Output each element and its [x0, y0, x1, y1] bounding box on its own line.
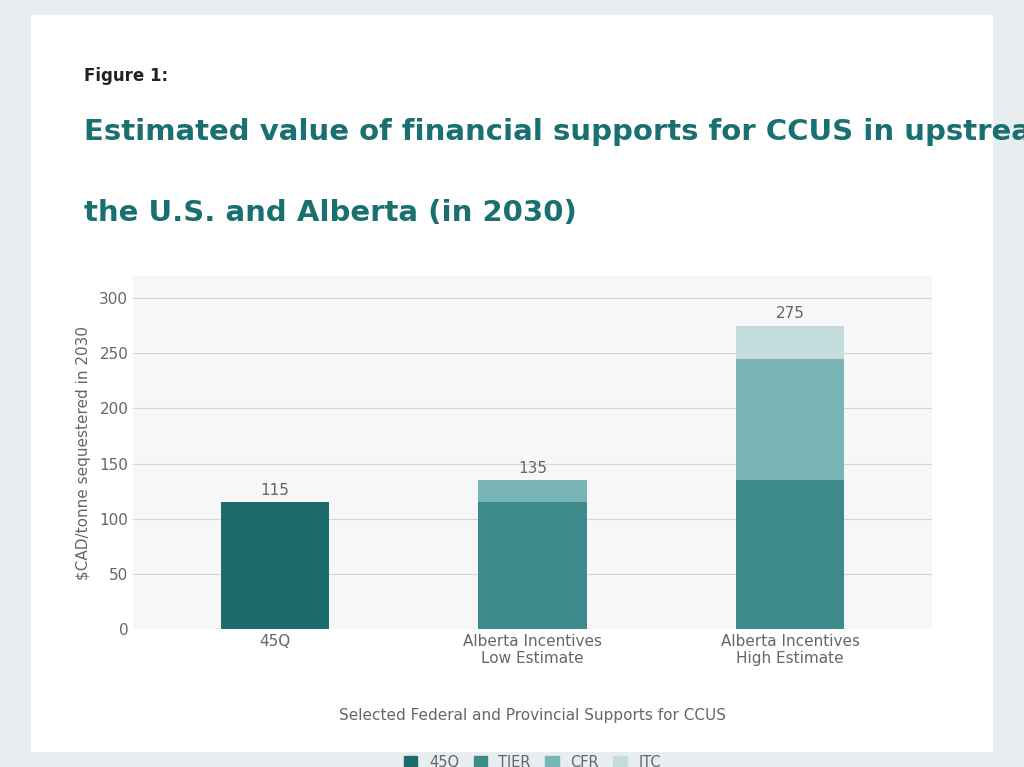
Text: 115: 115: [260, 482, 289, 498]
Text: 275: 275: [776, 306, 805, 321]
Bar: [221, 502, 329, 629]
Text: Figure 1:: Figure 1:: [84, 67, 168, 85]
Bar: [478, 502, 587, 629]
Bar: [736, 359, 844, 480]
Text: 135: 135: [518, 461, 547, 476]
Text: Estimated value of financial supports for CCUS in upstream oil production in: Estimated value of financial supports fo…: [84, 118, 1024, 146]
Bar: [478, 480, 587, 502]
Y-axis label: $CAD/tonne sequestered in 2030: $CAD/tonne sequestered in 2030: [76, 325, 91, 580]
Bar: [736, 480, 844, 629]
X-axis label: Selected Federal and Provincial Supports for CCUS: Selected Federal and Provincial Supports…: [339, 708, 726, 723]
Text: the U.S. and Alberta (in 2030): the U.S. and Alberta (in 2030): [84, 199, 577, 228]
Bar: [736, 326, 844, 359]
Legend: 45Q, TIER, CFR, ITC: 45Q, TIER, CFR, ITC: [398, 749, 667, 767]
